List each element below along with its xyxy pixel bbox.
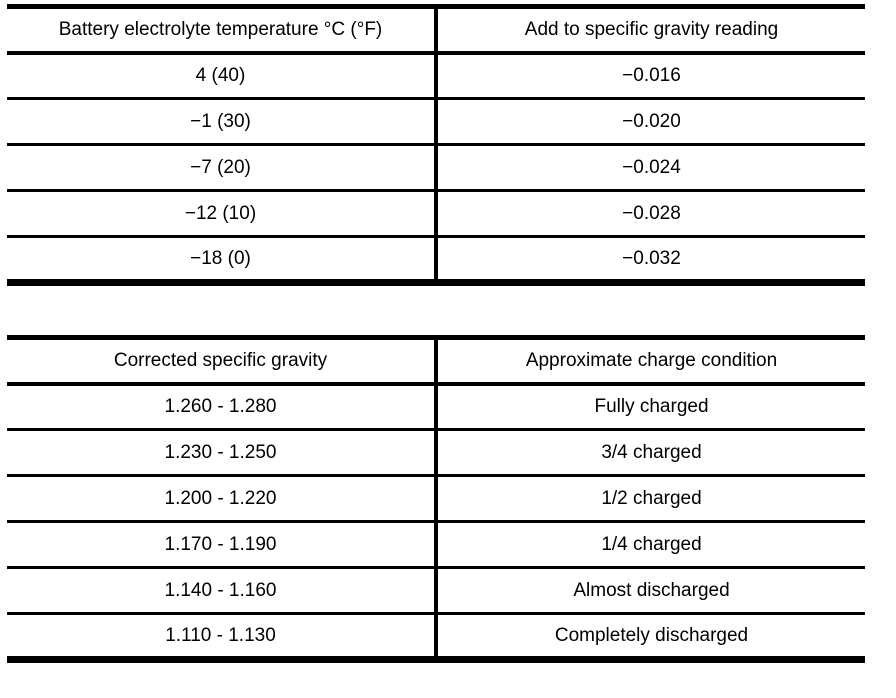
gravity-range-cell: 1.140 - 1.160 bbox=[7, 567, 438, 615]
temperature-cell: −1 (30) bbox=[7, 98, 438, 146]
temperature-cell: −12 (10) bbox=[7, 190, 438, 238]
gravity-range-cell: 1.170 - 1.190 bbox=[7, 521, 438, 569]
gravity-range-cell: 1.230 - 1.250 bbox=[7, 429, 438, 477]
table-header: Corrected specific gravity Approximate c… bbox=[7, 337, 865, 386]
table-header-row: Battery electrolyte temperature °C (°F) … bbox=[7, 6, 865, 55]
charge-condition-cell: 3/4 charged bbox=[436, 429, 865, 477]
column-header-charge-condition: Approximate charge condition bbox=[436, 337, 865, 386]
correction-cell: −0.024 bbox=[436, 144, 865, 192]
table-header-row: Corrected specific gravity Approximate c… bbox=[7, 337, 865, 386]
charge-condition-cell: Almost discharged bbox=[436, 567, 865, 615]
gravity-range-cell: 1.200 - 1.220 bbox=[7, 475, 438, 523]
table-row: 1.110 - 1.130 Completely discharged bbox=[7, 613, 865, 660]
charge-condition-cell: 1/4 charged bbox=[436, 521, 865, 569]
table-row: −1 (30) −0.020 bbox=[7, 98, 865, 146]
charge-condition-cell: Fully charged bbox=[436, 383, 865, 431]
table-row: 1.200 - 1.220 1/2 charged bbox=[7, 475, 865, 523]
correction-cell: −0.028 bbox=[436, 190, 865, 238]
temperature-cell: −7 (20) bbox=[7, 144, 438, 192]
temperature-correction-table: Battery electrolyte temperature °C (°F) … bbox=[7, 4, 865, 286]
correction-cell: −0.020 bbox=[436, 98, 865, 146]
column-header-gravity-correction: Add to specific gravity reading bbox=[436, 6, 865, 55]
gravity-range-cell: 1.260 - 1.280 bbox=[7, 383, 438, 431]
table-row: 1.260 - 1.280 Fully charged bbox=[7, 383, 865, 431]
table-row: 1.170 - 1.190 1/4 charged bbox=[7, 521, 865, 569]
table-header: Battery electrolyte temperature °C (°F) … bbox=[7, 6, 865, 55]
table-row: 4 (40) −0.016 bbox=[7, 52, 865, 100]
correction-cell: −0.032 bbox=[622, 247, 681, 269]
table-row: −7 (20) −0.024 bbox=[7, 144, 865, 192]
charge-condition-table: Corrected specific gravity Approximate c… bbox=[7, 335, 865, 663]
gravity-range-cell: 1.110 - 1.130 bbox=[7, 613, 438, 660]
charge-condition-cell: 1/2 charged bbox=[436, 475, 865, 523]
temperature-cell: 4 (40) bbox=[7, 52, 438, 100]
table-row: −18 (0) −0.032 bbox=[7, 236, 865, 283]
table-body: 1.260 - 1.280 Fully charged 1.230 - 1.25… bbox=[7, 383, 865, 660]
column-header-specific-gravity: Corrected specific gravity bbox=[7, 337, 438, 386]
charge-condition-cell: Completely discharged bbox=[554, 624, 749, 646]
table-row: −12 (10) −0.028 bbox=[7, 190, 865, 238]
temperature-cell: −18 (0) bbox=[7, 236, 438, 283]
column-header-temperature: Battery electrolyte temperature °C (°F) bbox=[7, 6, 438, 55]
correction-cell: −0.016 bbox=[436, 52, 865, 100]
table-row: 1.140 - 1.160 Almost discharged bbox=[7, 567, 865, 615]
table-body: 4 (40) −0.016 −1 (30) −0.020 −7 (20) −0.… bbox=[7, 52, 865, 283]
table-row: 1.230 - 1.250 3/4 charged bbox=[7, 429, 865, 477]
